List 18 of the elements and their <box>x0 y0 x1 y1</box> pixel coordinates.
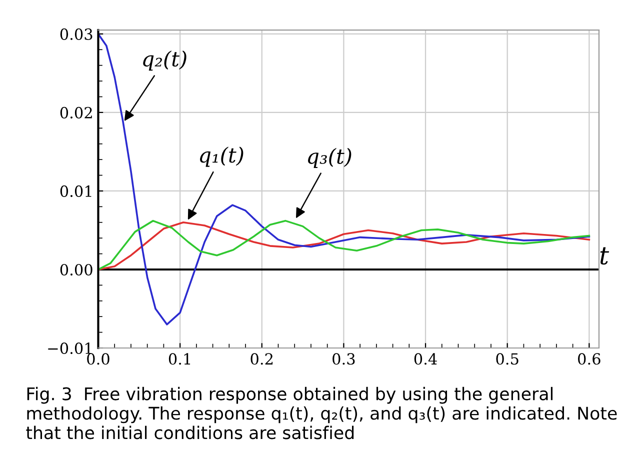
y-tick-label: −0.01 <box>48 342 92 354</box>
line-series <box>98 33 590 326</box>
annotation: q₃(t) <box>308 148 352 168</box>
x-tick-label: 0.2 <box>250 353 273 365</box>
x-tick-label: 0.3 <box>332 353 355 365</box>
annotation: q₁(t) <box>200 146 244 167</box>
caption: Fig. 3 Free vibration response obtained by using the general methodology. The response q₁(t), q₂(t), and q₃(t) are indicated. Note that the initial conditions are satisfied <box>26 386 617 440</box>
y-tick-label: 0.02 <box>60 106 92 118</box>
x-axis-title: t <box>600 247 610 265</box>
x-tick-label: 0.1 <box>168 353 190 365</box>
x-tick-label: 0.5 <box>496 353 518 365</box>
y-tick-label: 0.03 <box>60 28 92 40</box>
x-tick-label: 0.6 <box>578 353 600 365</box>
y-tick-label: 0.01 <box>60 185 92 197</box>
x-tick-label: 0.4 <box>414 353 437 365</box>
x-tick-label: 0.0 <box>87 353 110 365</box>
y-tick-label: 0.00 <box>60 264 92 276</box>
annotation: q₂(t) <box>143 50 186 71</box>
